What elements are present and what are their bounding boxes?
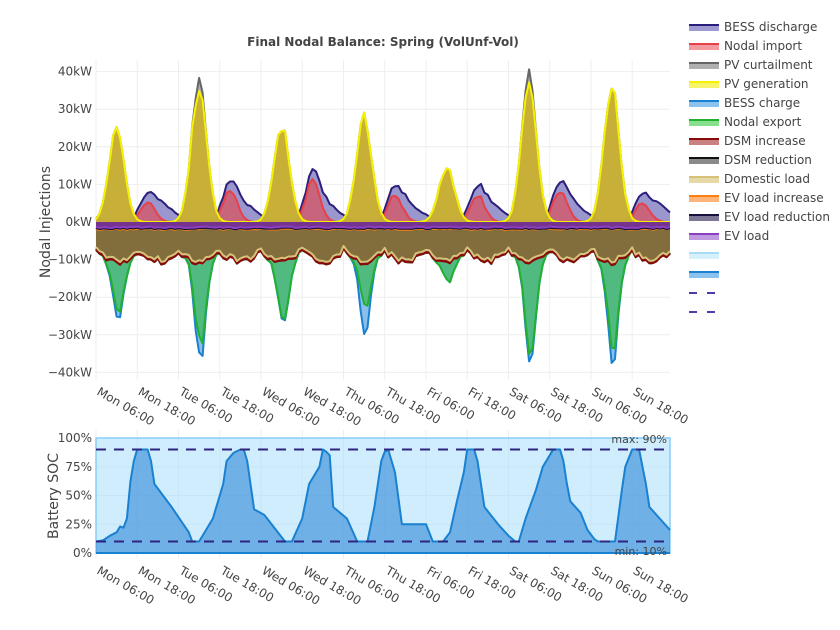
- legend-fill-swatch: [689, 157, 719, 164]
- legend-label: PV generation: [724, 77, 809, 91]
- area-pv-curtailment: [96, 69, 670, 222]
- bottom-y-tick-label: 50%: [65, 489, 92, 503]
- legend-item[interactable]: [689, 252, 719, 259]
- legend-fill-swatch: [689, 271, 719, 278]
- legend-item[interactable]: [689, 271, 719, 278]
- legend-item[interactable]: Nodal import: [689, 39, 802, 53]
- bottom-y-tick-label: 0%: [73, 546, 92, 560]
- legend-label: BESS charge: [724, 96, 800, 110]
- line-pv-curtailment: [95, 68, 670, 223]
- top-y-axis-ticks: −40kW −30kW −20kW −10kW 0kW 10kW 20kW 30kW 40kW: [48, 65, 92, 380]
- top-y-tick-label: 10kW: [58, 177, 92, 191]
- legend-fill-swatch: [689, 119, 719, 126]
- legend-label: BESS discharge: [724, 20, 817, 34]
- bottom-y-tick-label: 75%: [65, 460, 92, 474]
- legend-label: EV load increase: [724, 191, 824, 205]
- max-soc-annotation: max: 90%: [611, 433, 667, 446]
- legend-fill-swatch: [689, 233, 719, 240]
- legend-label: PV curtailment: [724, 58, 813, 72]
- legend: BESS discharge Nodal import PV curtailment…: [689, 20, 830, 313]
- legend-fill-swatch: [689, 252, 719, 259]
- line-pv-generation: [95, 81, 670, 223]
- legend-item[interactable]: EV load reduction: [689, 210, 830, 224]
- top-y-tick-label: 0kW: [66, 215, 93, 229]
- legend-label: Nodal export: [724, 115, 802, 129]
- top-y-tick-label: −20kW: [48, 290, 92, 304]
- min-soc-annotation: min: 10%: [615, 545, 667, 558]
- top-y-tick-label: −40kW: [48, 365, 92, 379]
- top-y-tick-label: −10kW: [48, 253, 92, 267]
- area-domestic-load: [96, 222, 670, 263]
- legend-fill-swatch: [689, 138, 719, 145]
- top-y-axis-title: Nodal Injections: [38, 166, 54, 278]
- legend-item[interactable]: BESS discharge: [689, 20, 817, 34]
- legend-fill-swatch: [689, 62, 719, 69]
- top-plot-areas: [95, 68, 671, 364]
- legend-label: Domestic load: [724, 172, 810, 186]
- line-nodal-export: [95, 247, 671, 355]
- legend-item[interactable]: DSM increase: [689, 134, 806, 148]
- legend-item[interactable]: Nodal export: [689, 115, 802, 129]
- top-y-tick-label: −30kW: [48, 328, 92, 342]
- top-y-tick-label: 30kW: [58, 102, 92, 116]
- legend-label: DSM increase: [724, 134, 806, 148]
- legend-item[interactable]: PV curtailment: [689, 58, 813, 72]
- legend-fill-swatch: [689, 100, 719, 107]
- legend-label: EV load reduction: [724, 210, 830, 224]
- bottom-y-tick-label: 25%: [65, 517, 92, 531]
- line-ev-load-reduction: [95, 226, 671, 231]
- line-dsm-increase: [95, 247, 671, 267]
- legend-fill-swatch: [689, 176, 719, 183]
- top-y-tick-label: 20kW: [58, 140, 92, 154]
- soc-line: [95, 448, 671, 543]
- legend-item[interactable]: PV generation: [689, 77, 809, 91]
- legend-label: Nodal import: [724, 39, 802, 53]
- line-ev-load: [95, 225, 671, 229]
- bottom-plot-areas: [95, 437, 671, 554]
- line-bess-charge: [95, 247, 671, 364]
- legend-item[interactable]: EV load increase: [689, 191, 824, 205]
- chart-title: Final Nodal Balance: Spring (VolUnf-Vol): [247, 35, 519, 49]
- bottom-y-axis-title: Battery SOC: [46, 453, 62, 539]
- legend-fill-swatch: [689, 195, 719, 202]
- line-domestic-load: [95, 244, 671, 264]
- legend-fill-swatch: [689, 24, 719, 31]
- area-pv-generation: [96, 82, 670, 222]
- legend-fill-swatch: [689, 214, 719, 221]
- legend-label: EV load: [724, 229, 769, 243]
- soc-area: [96, 449, 670, 553]
- legend-item[interactable]: Domestic load: [689, 172, 810, 186]
- legend-item[interactable]: DSM reduction: [689, 153, 812, 167]
- legend-fill-swatch: [689, 81, 719, 88]
- legend-item[interactable]: BESS charge: [689, 96, 800, 110]
- legend-label: DSM reduction: [724, 153, 812, 167]
- bottom-y-tick-label: 100%: [58, 431, 92, 445]
- bottom-y-axis-ticks: 0% 25% 50% 75% 100%: [58, 431, 92, 560]
- top-y-tick-label: 40kW: [58, 65, 92, 79]
- legend-item[interactable]: EV load: [689, 229, 769, 243]
- legend-fill-swatch: [689, 43, 719, 50]
